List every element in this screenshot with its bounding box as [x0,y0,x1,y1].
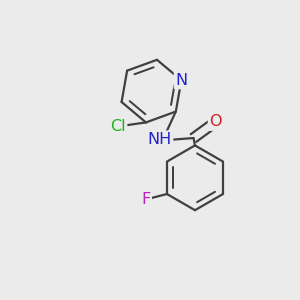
Text: O: O [209,114,222,129]
Text: N: N [175,73,188,88]
Text: F: F [141,192,150,207]
Text: NH: NH [148,132,172,147]
Text: Cl: Cl [110,119,126,134]
